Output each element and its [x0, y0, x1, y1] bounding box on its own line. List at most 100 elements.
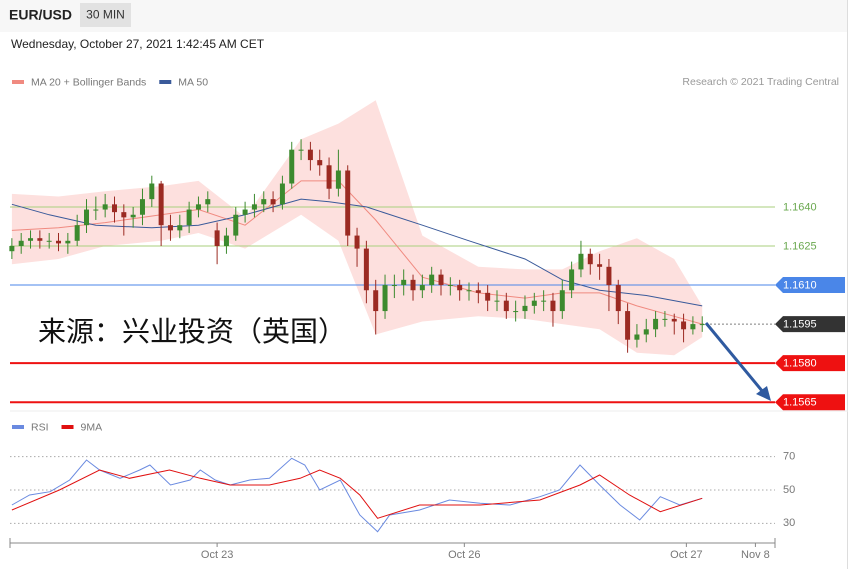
- candle-body: [167, 225, 173, 231]
- level-label: 1.1640: [783, 201, 817, 213]
- candle-body: [18, 240, 24, 246]
- y-tick-label: 30: [783, 517, 795, 529]
- candle-body: [214, 230, 220, 246]
- candle-body: [466, 290, 472, 292]
- level-label-box: [775, 277, 845, 294]
- candle-body: [354, 235, 360, 249]
- candle-body: [382, 285, 388, 312]
- candle-body: [615, 285, 621, 312]
- legend-label: MA 20 + Bollinger Bands: [31, 76, 146, 88]
- candle-body: [597, 264, 603, 267]
- x-tick-label: Oct 26: [448, 549, 480, 561]
- candle-body: [223, 235, 229, 246]
- candle-body: [93, 209, 99, 211]
- y-tick-label: 50: [783, 484, 795, 496]
- candle-body: [457, 285, 463, 291]
- candle-body: [662, 318, 668, 320]
- candle-body: [625, 311, 631, 340]
- candle-body: [373, 290, 379, 312]
- level-label: 1.1565: [783, 397, 817, 409]
- candle-body: [587, 253, 593, 265]
- x-tick-label: Oct 23: [201, 549, 233, 561]
- price-panel: 1.1640 1.1625 1.1610 1.1595 1.1580 1.1565 MA 2…: [9, 76, 845, 411]
- level-label: 1.1595: [783, 318, 817, 330]
- interval-badge[interactable]: [80, 3, 131, 27]
- candle-body: [46, 240, 52, 242]
- candle-body: [578, 253, 584, 270]
- candle-body: [503, 300, 509, 312]
- candle-body: [494, 300, 500, 302]
- candle-body: [242, 209, 248, 215]
- candle-body: [307, 149, 313, 161]
- candle-body: [429, 274, 435, 286]
- candle-body: [391, 285, 397, 287]
- candle-body: [233, 214, 239, 236]
- x-tick-label: Oct 27: [670, 549, 702, 561]
- candle-body: [513, 311, 519, 313]
- candle-body: [279, 183, 285, 205]
- level-label: 1.1625: [783, 240, 817, 252]
- candle-body: [419, 285, 425, 291]
- y-tick-label: 70: [783, 451, 795, 463]
- candle-body: [65, 240, 71, 244]
- interval[interactable]: 30 MIN: [86, 8, 125, 22]
- candle-body: [363, 248, 369, 291]
- header-bar: [0, 0, 848, 32]
- legend-label: RSI: [31, 421, 49, 433]
- candle-body: [149, 183, 155, 200]
- legend-swatch: [12, 80, 24, 84]
- arrow-shaft: [704, 322, 765, 393]
- legend-label: 9MA: [81, 421, 103, 433]
- legend-swatch: [61, 425, 74, 429]
- candle-body: [606, 266, 612, 286]
- candle-body: [56, 240, 62, 244]
- arrow-head: [756, 386, 771, 401]
- legend-swatch: [12, 425, 24, 429]
- candle-body: [121, 212, 127, 218]
- candle-body: [699, 324, 705, 326]
- bollinger-band: [11, 100, 703, 356]
- rsi-line: [11, 457, 703, 533]
- candle-body: [205, 199, 211, 205]
- candle-body: [9, 245, 15, 252]
- candle-body: [410, 279, 416, 291]
- candle-body: [541, 300, 547, 302]
- candle-body: [251, 204, 257, 210]
- candle-body: [401, 279, 407, 286]
- candle-body: [335, 170, 341, 189]
- rsi-ma-line: [11, 469, 703, 519]
- candle-body: [177, 225, 183, 231]
- candle-body: [74, 225, 80, 241]
- candle-body: [550, 300, 556, 312]
- legend-swatch: [159, 80, 172, 84]
- candle-body: [634, 334, 640, 340]
- candle-body: [643, 329, 649, 335]
- candle-body: [130, 214, 136, 218]
- x-tick-label: Nov 8: [741, 549, 770, 561]
- candle-body: [447, 285, 453, 287]
- candle-body: [298, 149, 304, 151]
- candle-body: [653, 318, 659, 330]
- timestamp: Wednesday, October 27, 2021 1:42:45 AM C…: [11, 37, 265, 51]
- source: Research © 2021 Trading Central: [682, 76, 839, 88]
- candle-body: [158, 183, 164, 226]
- candle-body: [690, 324, 696, 330]
- level-label-box: [775, 316, 845, 333]
- candle-body: [671, 318, 677, 322]
- candle-body: [531, 300, 537, 306]
- candle-body: [270, 199, 276, 205]
- candle-body: [681, 321, 687, 330]
- candle-body: [569, 269, 575, 291]
- candle-body: [37, 238, 43, 241]
- level-label: 1.1610: [783, 279, 817, 291]
- candle-body: [195, 204, 201, 210]
- candle-body: [475, 290, 481, 293]
- rsi-panel: 30 50 70 Oct 23 Oct 26 Oct 27 Nov 8 RSI 9MA: [9, 421, 795, 561]
- candle-body: [261, 199, 267, 205]
- candle-body: [326, 165, 332, 189]
- candle-body: [559, 290, 565, 312]
- candle-body: [289, 149, 295, 184]
- candle-body: [345, 170, 351, 236]
- legend-label: MA 50: [178, 76, 208, 88]
